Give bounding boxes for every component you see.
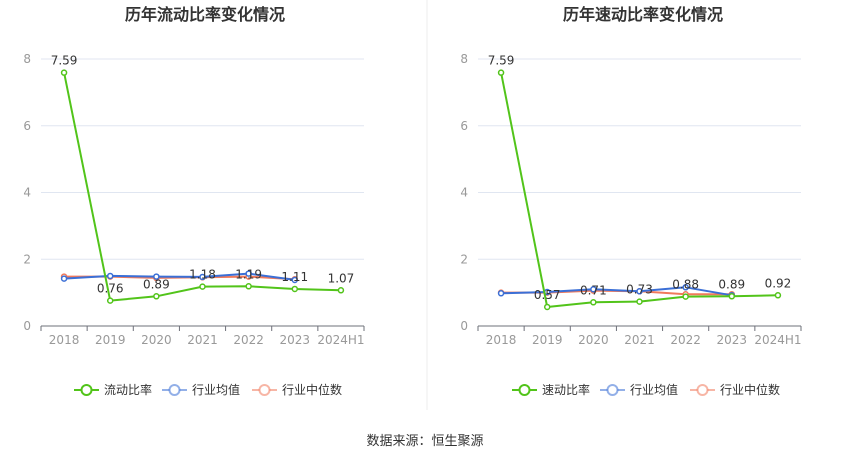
y-tick-label: 8 bbox=[460, 52, 468, 66]
data-point bbox=[106, 297, 114, 304]
data-label: 0.73 bbox=[626, 283, 653, 297]
legend-label: 流动比率 bbox=[104, 382, 152, 397]
data-label: 1.07 bbox=[328, 271, 355, 285]
x-tick-label: 2023 bbox=[280, 333, 311, 347]
data-point bbox=[153, 293, 160, 300]
data-point bbox=[636, 288, 643, 295]
data-label: 1.11 bbox=[281, 270, 308, 284]
y-tick-label: 4 bbox=[23, 186, 31, 200]
x-tick-label: 2020 bbox=[141, 333, 172, 347]
legend-swatch-marker bbox=[80, 384, 93, 396]
series-line-2 bbox=[64, 272, 295, 281]
data-point bbox=[153, 273, 160, 280]
chart-panel-1: 历年流动比率变化情况 0 2 4 6 8 2018 2019 2020 2021 2022 2023 2… bbox=[23, 5, 364, 397]
legend-item-1: 速动比率 bbox=[512, 382, 590, 397]
x-tick-label: 2024H1 bbox=[754, 333, 801, 347]
y-tick-label: 4 bbox=[460, 186, 468, 200]
y-tick-label: 2 bbox=[23, 252, 31, 266]
data-label: 0.57 bbox=[534, 288, 561, 302]
legend-label: 行业中位数 bbox=[720, 382, 780, 397]
data-label: 7.59 bbox=[488, 54, 515, 68]
data-point bbox=[590, 299, 597, 306]
data-point bbox=[774, 292, 782, 299]
data-point bbox=[543, 303, 551, 311]
legend-label: 行业均值 bbox=[630, 382, 678, 397]
x-tick-label: 2022 bbox=[233, 333, 264, 347]
data-label: 0.89 bbox=[143, 277, 170, 291]
data-point bbox=[199, 273, 206, 281]
data-label: 7.59 bbox=[51, 54, 78, 68]
data-point bbox=[497, 69, 505, 76]
legend-swatch-marker bbox=[518, 384, 531, 396]
legend-item-2: 行业均值 bbox=[600, 382, 678, 397]
data-label: 0.88 bbox=[672, 278, 699, 292]
data-label: 0.92 bbox=[765, 276, 792, 290]
data-label: 0.76 bbox=[97, 282, 124, 296]
legend-label: 速动比率 bbox=[542, 382, 590, 397]
data-point bbox=[682, 293, 689, 300]
data-point bbox=[728, 293, 736, 300]
data-point bbox=[291, 276, 299, 284]
series-line-2 bbox=[501, 286, 732, 297]
legend-item-1: 流动比率 bbox=[74, 382, 152, 397]
legend-label: 行业均值 bbox=[192, 382, 240, 397]
data-point bbox=[245, 283, 252, 290]
x-tick-label: 2021 bbox=[624, 333, 655, 347]
legend-item-3: 行业中位数 bbox=[252, 382, 342, 397]
x-tick-label: 2020 bbox=[578, 333, 609, 347]
legend-item-3: 行业中位数 bbox=[690, 382, 780, 397]
legend-item-2: 行业均值 bbox=[162, 382, 240, 397]
legend-swatch-marker bbox=[606, 384, 619, 396]
x-tick-label: 2019 bbox=[95, 333, 126, 347]
x-tick-label: 2022 bbox=[670, 333, 701, 347]
y-tick-label: 6 bbox=[23, 119, 31, 133]
data-source-footer: 数据来源：恒生聚源 bbox=[366, 434, 484, 449]
y-tick-label: 0 bbox=[23, 319, 31, 333]
data-point bbox=[682, 284, 689, 291]
y-tick-label: 8 bbox=[23, 52, 31, 66]
y-tick-label: 2 bbox=[460, 252, 468, 266]
data-point bbox=[199, 283, 206, 290]
x-tick-label: 2018 bbox=[486, 333, 517, 347]
x-tick-label: 2018 bbox=[49, 333, 80, 347]
data-label: 1.19 bbox=[235, 267, 262, 281]
chart-title: 历年速动比率变化情况 bbox=[563, 5, 723, 24]
data-point bbox=[497, 290, 505, 297]
legend-label: 行业中位数 bbox=[282, 382, 342, 397]
y-tick-label: 0 bbox=[460, 319, 468, 333]
chart-panel-2: 历年速动比率变化情况 0 2 4 6 8 2018 2019 2020 2021 2022 2023 2… bbox=[460, 5, 801, 397]
data-point bbox=[60, 69, 68, 76]
series-line-1 bbox=[63, 72, 341, 302]
legend-swatch-marker bbox=[258, 384, 271, 396]
data-point bbox=[590, 286, 597, 293]
x-tick-label: 2023 bbox=[717, 333, 748, 347]
data-label: 0.71 bbox=[580, 283, 607, 297]
chart-title: 历年流动比率变化情况 bbox=[125, 5, 285, 24]
x-tick-label: 2019 bbox=[532, 333, 563, 347]
data-point bbox=[337, 287, 345, 294]
x-tick-label: 2024H1 bbox=[317, 333, 364, 347]
data-point bbox=[291, 285, 299, 293]
data-point bbox=[636, 298, 643, 305]
legend-swatch-marker bbox=[168, 384, 181, 396]
series-line-1 bbox=[500, 72, 778, 308]
y-tick-label: 6 bbox=[460, 119, 468, 133]
data-label: 0.89 bbox=[718, 277, 745, 291]
legend-swatch-marker bbox=[696, 384, 709, 396]
x-tick-label: 2021 bbox=[187, 333, 218, 347]
data-label: 1.18 bbox=[189, 268, 216, 282]
data-point bbox=[60, 275, 68, 282]
data-point bbox=[106, 272, 114, 280]
data-point bbox=[245, 270, 252, 277]
